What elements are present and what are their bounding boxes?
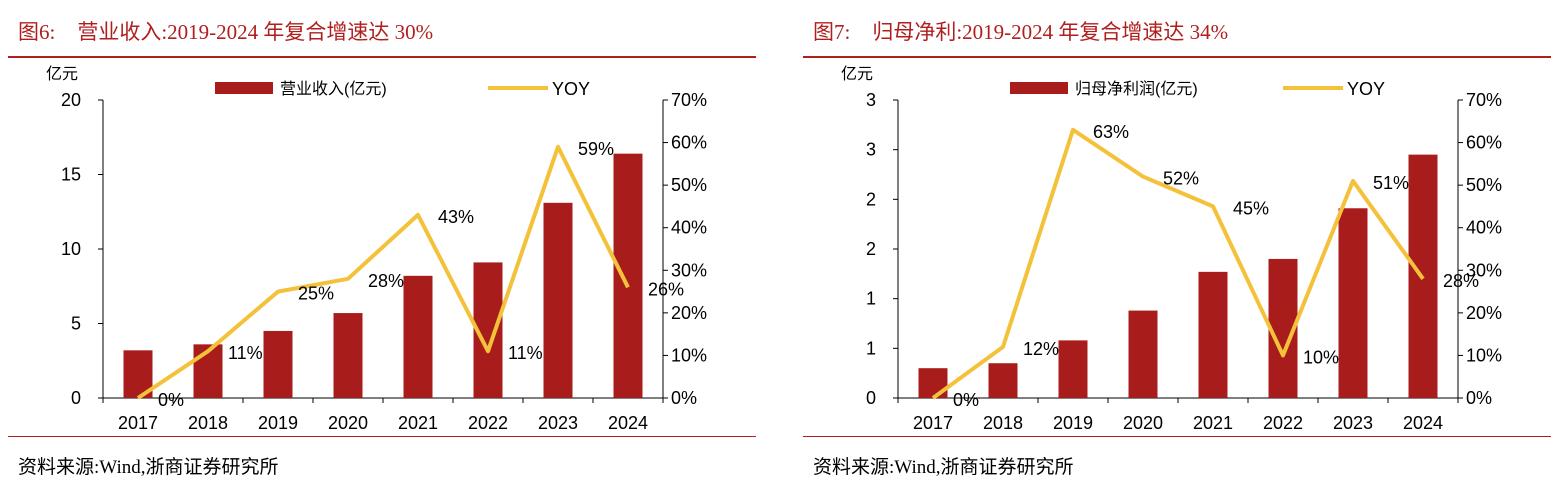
legend-bar-swatch: [1010, 82, 1068, 94]
yoy-data-label: 12%: [1023, 339, 1059, 359]
yoy-data-label: 52%: [1163, 169, 1199, 189]
y-right-tick-label: 10%: [1466, 345, 1502, 365]
bar: [1198, 271, 1228, 398]
source-rule: [803, 436, 1551, 437]
y-left-tick-label: 10: [61, 239, 81, 259]
bar: [1338, 208, 1368, 398]
y-left-tick-label: 3: [866, 140, 876, 160]
x-tick-label: 2017: [913, 413, 953, 433]
y-right-tick-label: 70%: [1466, 90, 1502, 110]
y-right-tick-label: 10%: [671, 345, 707, 365]
y-left-tick-label: 20: [61, 90, 81, 110]
y-left-tick-label: 3: [866, 90, 876, 110]
y-left-tick-label: 5: [71, 314, 81, 334]
x-tick-label: 2020: [1123, 413, 1163, 433]
y-left-tick-label: 0: [71, 388, 81, 408]
yoy-data-label: 10%: [1303, 347, 1339, 367]
y-right-tick-label: 40%: [671, 218, 707, 238]
x-tick-label: 2022: [468, 413, 508, 433]
bar: [403, 275, 433, 398]
source-rule: [8, 436, 756, 437]
yoy-data-label: 45%: [1233, 198, 1269, 218]
legend-bar-swatch: [215, 82, 273, 94]
figure-title: 图7: 归母净利:2019-2024 年复合增速达 34%: [813, 16, 1228, 46]
y-axis-unit: 亿元: [841, 65, 873, 83]
legend-bar-label: 归母净利润(亿元): [1075, 80, 1198, 98]
legend-line-label: YOY: [1347, 79, 1385, 99]
bar: [1128, 310, 1158, 398]
yoy-line: [136, 144, 630, 400]
bar: [1058, 340, 1088, 398]
bar: [918, 368, 948, 398]
title-rule: [8, 56, 756, 58]
y-right-tick-label: 50%: [1466, 175, 1502, 195]
legend-line-label: YOY: [552, 79, 590, 99]
y-right-tick-label: 50%: [671, 175, 707, 195]
bar: [543, 202, 573, 398]
yoy-data-label: 59%: [578, 139, 614, 159]
figure-number: 图6:: [18, 20, 56, 44]
yoy-data-label: 26%: [648, 279, 684, 299]
y-right-tick-label: 0%: [1466, 388, 1492, 408]
yoy-data-label: 0%: [953, 390, 979, 410]
chart-panel-net-profit: 图7: 归母净利:2019-2024 年复合增速达 34% 亿元 0 1 1 2 2 3 3 0%…: [795, 0, 1555, 493]
source-note: 资料来源:Wind,浙商证券研究所: [813, 457, 1074, 478]
chart-panel-revenue: 图6: 营业收入:2019-2024 年复合增速达 30% 亿元 0 5 10 15 20 0…: [0, 0, 760, 493]
yoy-data-label: 11%: [228, 343, 263, 363]
y-left-tick-label: 0: [866, 388, 876, 408]
figure-title-text: 营业收入:2019-2024 年复合增速达 30%: [77, 20, 434, 44]
yoy-data-label: 43%: [438, 207, 474, 227]
yoy-data-label: 28%: [368, 271, 404, 291]
figure-title: 图6: 营业收入:2019-2024 年复合增速达 30%: [18, 16, 433, 46]
x-tick-label: 2020: [328, 413, 368, 433]
figure-number: 图7:: [813, 20, 851, 44]
x-tick-label: 2021: [398, 413, 438, 433]
y-axis-unit: 亿元: [46, 65, 78, 83]
y-right-tick-label: 70%: [671, 90, 707, 110]
y-right-tick-label: 60%: [1466, 133, 1502, 153]
x-tick-label: 2024: [1403, 413, 1443, 433]
yoy-data-label: 28%: [1443, 271, 1479, 291]
yoy-data-label: 11%: [508, 343, 543, 363]
x-tick-label: 2021: [1193, 413, 1233, 433]
x-tick-label: 2023: [538, 413, 578, 433]
y-right-tick-label: 60%: [671, 133, 707, 153]
y-left-tick-label: 1: [866, 338, 876, 358]
y-left-tick-label: 2: [866, 189, 876, 209]
bar: [263, 330, 293, 398]
x-tick-label: 2017: [118, 413, 158, 433]
bar: [988, 363, 1018, 398]
source-note: 资料来源:Wind,浙商证券研究所: [18, 457, 279, 478]
title-rule: [803, 56, 1551, 58]
yoy-data-label: 51%: [1373, 173, 1409, 193]
yoy-data-label: 0%: [158, 390, 184, 410]
x-tick-label: 2018: [188, 413, 228, 433]
y-left-tick-label: 15: [61, 165, 81, 185]
x-tick-label: 2024: [608, 413, 648, 433]
x-tick-label: 2018: [983, 413, 1023, 433]
y-right-tick-label: 30%: [671, 260, 707, 280]
y-right-tick-label: 0%: [671, 388, 697, 408]
x-tick-label: 2019: [1053, 413, 1093, 433]
y-right-tick-label: 30%: [1466, 260, 1502, 280]
x-tick-label: 2023: [1333, 413, 1373, 433]
yoy-data-label: 63%: [1093, 122, 1129, 142]
revenue-chart: 亿元 0 5 10 15 20 0% 10% 20% 30% 40% 50% 60% 70% 2017 201…: [46, 65, 707, 433]
bar: [613, 153, 643, 398]
figure-title-text: 归母净利:2019-2024 年复合增速达 34%: [872, 20, 1229, 44]
x-tick-label: 2019: [258, 413, 298, 433]
yoy-data-label: 25%: [298, 284, 334, 304]
y-left-tick-label: 2: [866, 239, 876, 259]
x-tick-label: 2022: [1263, 413, 1303, 433]
y-right-tick-label: 40%: [1466, 218, 1502, 238]
legend-bar-label: 营业收入(亿元): [280, 80, 387, 98]
y-left-tick-label: 1: [866, 289, 876, 309]
yoy-line: [931, 127, 1425, 400]
bar: [333, 313, 363, 398]
y-right-tick-label: 20%: [671, 303, 707, 323]
y-right-tick-label: 20%: [1466, 303, 1502, 323]
